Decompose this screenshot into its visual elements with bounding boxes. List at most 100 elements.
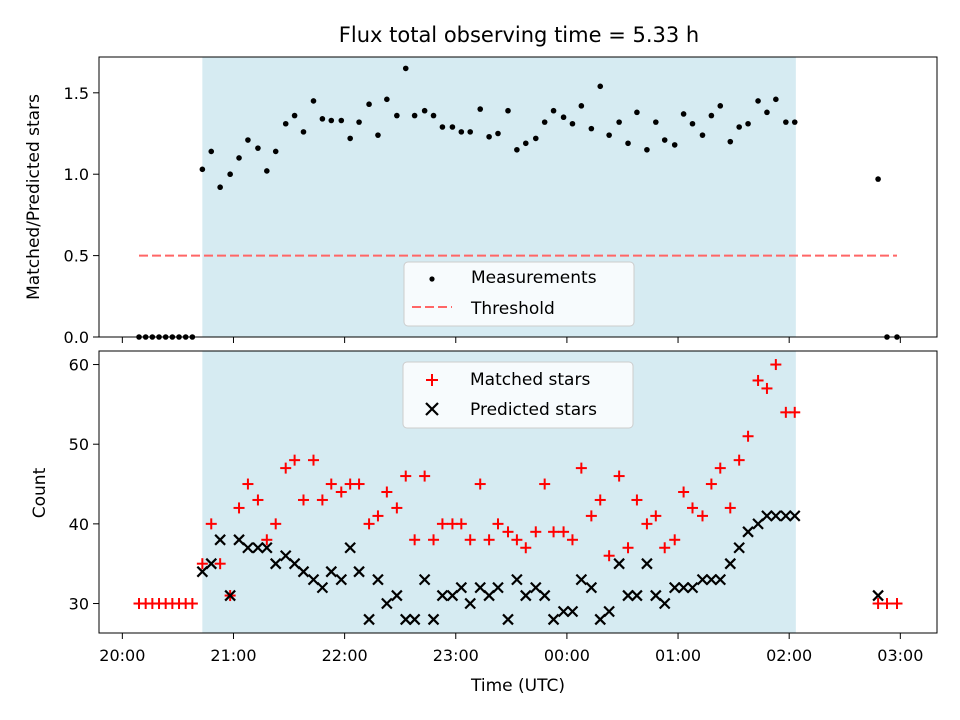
- measurement-point: [255, 145, 261, 151]
- measurement-point: [791, 119, 798, 125]
- matched-star-point: [678, 486, 690, 498]
- matched-star-point: [261, 534, 273, 546]
- measurement-point: [661, 137, 668, 143]
- top-y-axis-label: Matched/Predicted stars: [24, 94, 44, 300]
- matched-star-point: [419, 470, 431, 482]
- predicted-star-point: [585, 581, 598, 594]
- measurement-point: [477, 106, 484, 112]
- matched-star-point: [325, 478, 337, 490]
- measurement-point: [541, 119, 548, 125]
- measurement-point: [449, 124, 456, 130]
- predicted-star-point: [196, 565, 209, 578]
- measurement-point: [569, 120, 576, 127]
- legend-measurements-marker: [429, 276, 435, 282]
- predicted-star-point: [696, 573, 709, 586]
- measurement-point: [588, 125, 595, 132]
- top-y-axis: 0.0 0.5 1.0 1.5: [64, 84, 99, 347]
- matched-star-point: [631, 494, 643, 506]
- matched-star-point: [714, 462, 726, 474]
- figure-title: Flux total observing time = 5.33 h: [339, 23, 699, 47]
- measurement-point: [634, 109, 640, 116]
- bottom-x-axis: 20:00 21:00 22:00 23:00 00:00 01:00 02:00 03:00: [99, 633, 923, 665]
- matched-star-point: [752, 374, 764, 386]
- matched-star-point: [363, 518, 375, 530]
- legend-matched-label: Matched stars: [470, 370, 590, 390]
- measurement-point: [347, 135, 353, 142]
- measurement-point: [560, 114, 567, 121]
- measurement-point: [310, 98, 317, 104]
- matched-star-point: [659, 542, 671, 554]
- predicted-star-point: [316, 581, 329, 594]
- matched-star-point: [270, 518, 282, 530]
- matched-star-point: [289, 454, 301, 466]
- matched-star-point: [724, 502, 736, 514]
- measurement-point: [625, 140, 631, 147]
- measurement-point: [264, 168, 270, 174]
- predicted-star-point: [770, 510, 782, 522]
- predicted-star-point: [761, 510, 773, 522]
- measurement-point: [597, 83, 604, 90]
- matched-star-point: [761, 382, 773, 394]
- top-x-axis: [121, 337, 901, 343]
- predicted-star-point: [474, 581, 486, 594]
- predicted-star-point: [381, 597, 393, 610]
- matched-star-point: [603, 550, 615, 562]
- top-y-tick-label: 0.0: [64, 328, 89, 347]
- predicted-star-point: [872, 589, 884, 602]
- matched-star-point: [297, 494, 309, 506]
- predicted-star-point: [520, 589, 532, 602]
- matched-star-point: [280, 462, 292, 474]
- matched-star-point: [686, 502, 698, 514]
- measurement-point: [227, 171, 233, 178]
- measurement-point: [245, 137, 251, 143]
- predicted-star-point: [594, 613, 607, 626]
- matched-star-point: [428, 534, 440, 546]
- matched-star-point: [539, 478, 551, 490]
- matched-star-point: [381, 486, 393, 498]
- predicted-star-point: [641, 557, 653, 570]
- measurement-point: [606, 132, 612, 138]
- predicted-star-point: [214, 534, 226, 546]
- measurement-point: [439, 124, 446, 130]
- measurement-point: [875, 176, 881, 182]
- matched-star-point: [566, 534, 578, 546]
- measurement-point: [745, 120, 751, 127]
- measurement-point: [217, 184, 223, 191]
- predicted-star-point: [335, 573, 348, 586]
- predicted-star-point: [714, 573, 727, 586]
- matched-star-point: [622, 542, 634, 554]
- matched-star-point: [733, 454, 745, 466]
- measurement-point: [522, 140, 529, 147]
- bottom-plot-frame: [98, 350, 938, 634]
- matched-star-point: [585, 510, 597, 522]
- measurement-point: [550, 107, 557, 114]
- measurement-point: [366, 101, 372, 108]
- predicted-star-point: [502, 613, 514, 626]
- matched-star-point: [511, 534, 523, 546]
- bottom-x-tick-label: 00:00: [544, 646, 590, 665]
- predicted-star-point: [408, 613, 421, 626]
- top-legend: Measurements Threshold: [403, 261, 635, 327]
- predicted-star-point: [307, 573, 320, 586]
- measurement-point: [384, 96, 390, 103]
- top-legend-box: [403, 261, 635, 327]
- bottom-y-axis: 30 40 50 60: [69, 356, 99, 614]
- predicted-star-point: [724, 557, 737, 570]
- legend-predicted-label: Predicted stars: [470, 400, 597, 420]
- matched-star-point: [696, 510, 708, 522]
- bottom-x-axis-label: Time (UTC): [470, 676, 565, 696]
- measurement-point: [319, 116, 326, 122]
- predicted-star-point: [650, 589, 662, 602]
- measurement-point: [402, 65, 409, 72]
- matched-star-point: [502, 526, 514, 538]
- legend-threshold-label: Threshold: [470, 299, 555, 319]
- predicted-star-point: [353, 565, 365, 578]
- matched-star-point: [233, 502, 245, 514]
- measurement-point: [671, 142, 678, 148]
- measurement-point: [338, 117, 345, 124]
- matched-star-point: [308, 454, 320, 466]
- matched-star-point: [594, 494, 606, 506]
- bottom-x-tick-label: 23:00: [433, 646, 479, 665]
- matched-star-point: [400, 470, 412, 482]
- matched-star-points: [133, 359, 903, 610]
